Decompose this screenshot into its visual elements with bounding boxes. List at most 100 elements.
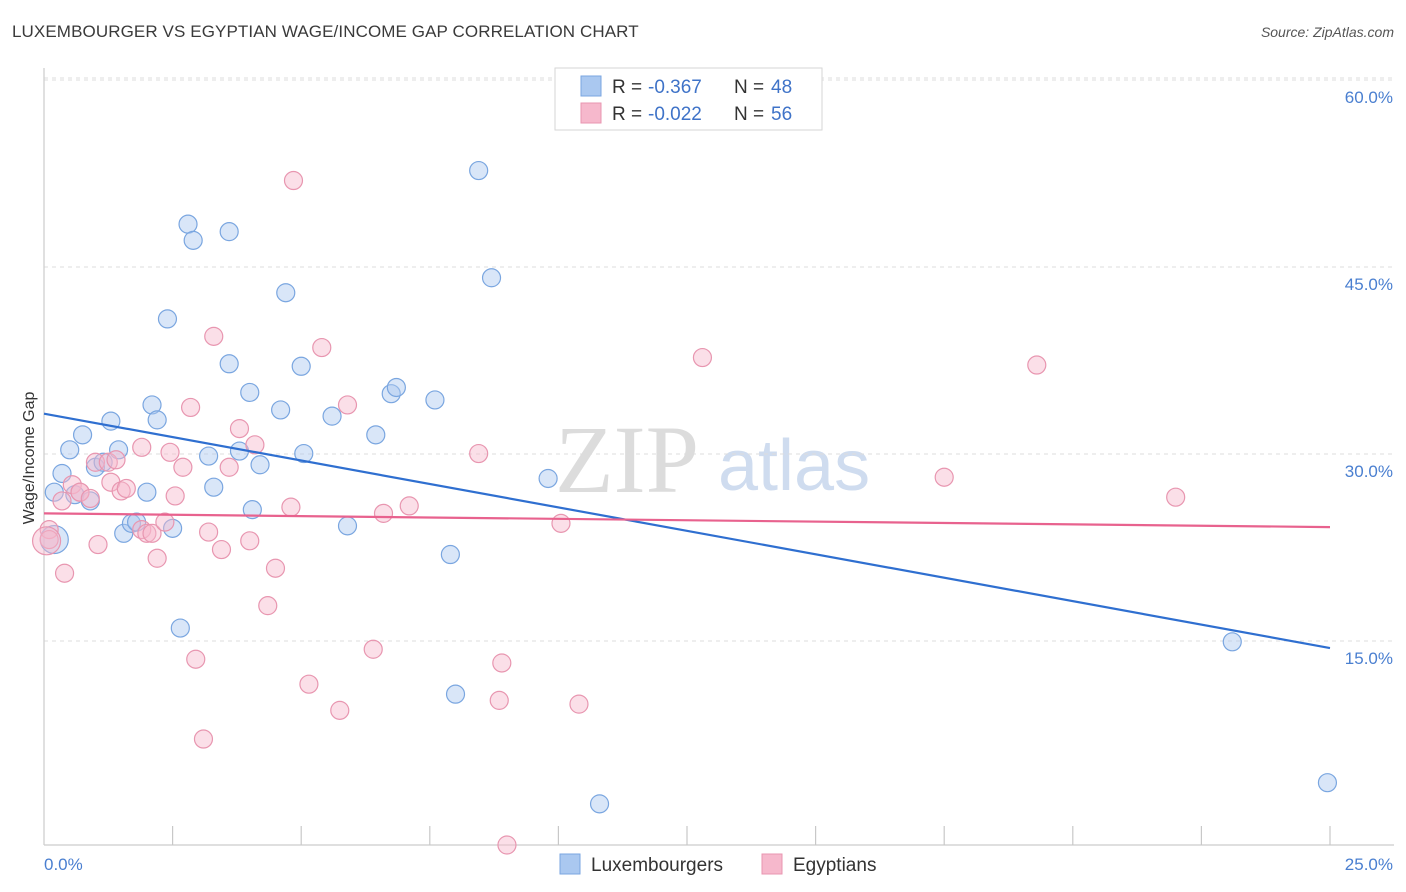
data-point-luxembourgers: [204, 477, 224, 497]
watermark-atlas: atlas: [718, 426, 870, 506]
data-point-egyptians: [312, 337, 332, 358]
data-point-luxembourgers: [440, 544, 460, 565]
data-point-egyptians: [160, 442, 180, 462]
data-point-egyptians: [363, 639, 383, 659]
data-point-luxembourgers: [199, 446, 219, 466]
data-point-luxembourgers: [1222, 632, 1242, 652]
data-point-egyptians: [199, 522, 219, 542]
trend-lines: [43, 412, 1331, 650]
data-point-egyptians: [373, 503, 394, 523]
data-point-egyptians: [934, 467, 954, 487]
data-point-luxembourgers: [137, 482, 157, 502]
data-point-luxembourgers: [157, 309, 178, 329]
y-axis-label: Wage/Income Gap: [21, 392, 38, 525]
data-point-egyptians: [39, 529, 59, 550]
data-point-luxembourgers: [183, 230, 203, 250]
x-tick-label: 25.0%: [1345, 855, 1393, 874]
y-tick-label: 15.0%: [1345, 649, 1393, 668]
legend-n-value-2: 56: [771, 104, 792, 125]
data-point-egyptians: [147, 548, 167, 568]
data-point-egyptians: [211, 539, 232, 560]
data-point-egyptians: [111, 481, 131, 501]
legend-n-label-1: N =: [734, 77, 764, 98]
data-point-luxembourgers: [538, 468, 558, 489]
data-point-egyptians: [497, 835, 517, 855]
data-point-egyptians: [258, 596, 278, 616]
trend-line-egyptians: [43, 512, 1331, 529]
data-point-egyptians: [569, 694, 589, 714]
data-point-luxembourgers: [72, 425, 93, 445]
data-point-egyptians: [132, 437, 152, 457]
data-point-egyptians: [229, 419, 250, 439]
data-point-luxembourgers: [271, 400, 291, 420]
data-point-luxembourgers: [386, 377, 406, 398]
y-tick-label: 45.0%: [1345, 275, 1393, 294]
watermark-zip: ZIP: [555, 406, 699, 513]
data-point-luxembourgers: [322, 406, 342, 426]
y-tick-label: 30.0%: [1345, 462, 1393, 481]
data-point-luxembourgers: [163, 518, 183, 538]
series-legend: Luxembourgers Egyptians: [559, 853, 876, 876]
data-point-egyptians: [330, 700, 350, 720]
data-point-luxembourgers: [1317, 773, 1338, 793]
bottom-legend-swatch-luxembourgers: [559, 853, 581, 875]
data-point-egyptians: [1027, 355, 1047, 375]
bottom-legend-label-egyptians: Egyptians: [793, 855, 876, 876]
axes: [43, 68, 1394, 846]
data-point-egyptians: [181, 397, 201, 418]
legend-r-value-2: -0.022: [648, 104, 702, 125]
legend-n-label-2: N =: [734, 104, 764, 125]
data-point-egyptians: [281, 497, 301, 517]
data-point-egyptians: [39, 519, 59, 540]
data-point-egyptians: [551, 513, 571, 533]
data-point-egyptians: [265, 558, 286, 578]
data-point-luxembourgers: [60, 440, 80, 460]
chart-source: Source: ZipAtlas.com: [1260, 24, 1394, 40]
data-point-egyptians: [692, 347, 713, 368]
data-point-egyptians: [80, 488, 100, 509]
data-point-egyptians: [299, 674, 319, 694]
data-point-luxembourgers: [170, 618, 190, 638]
data-points: [31, 160, 1338, 855]
data-point-egyptians: [132, 519, 152, 540]
data-point-egyptians: [52, 491, 72, 511]
stats-legend: R = -0.367 N = 48 R = -0.022 N = 56: [554, 67, 823, 131]
data-point-egyptians: [219, 457, 239, 477]
bottom-legend-label-luxembourgers: Luxembourgers: [591, 855, 723, 876]
y-tick-labels: 15.0% 30.0% 45.0% 60.0%: [1345, 88, 1393, 668]
data-point-egyptians: [245, 435, 265, 455]
data-point-luxembourgers: [445, 684, 466, 704]
trend-line-luxembourgers: [43, 412, 1331, 650]
data-point-luxembourgers: [381, 384, 401, 404]
data-point-egyptians: [98, 452, 118, 472]
y-tick-label: 60.0%: [1345, 88, 1393, 107]
data-point-egyptians: [155, 512, 175, 532]
data-point-egyptians: [489, 690, 509, 710]
data-point-luxembourgers: [178, 214, 198, 234]
x-tick-label: 0.0%: [44, 855, 83, 874]
data-point-luxembourgers: [291, 356, 311, 376]
data-point-egyptians: [88, 534, 108, 555]
legend-r-label-1: R =: [612, 77, 642, 98]
data-point-egyptians: [165, 486, 185, 506]
data-point-egyptians: [492, 653, 512, 673]
data-point-luxembourgers: [589, 794, 610, 814]
data-point-egyptians: [137, 523, 157, 543]
data-point-egyptians: [116, 478, 136, 499]
data-point-egyptians: [283, 170, 304, 191]
legend-r-label-2: R =: [612, 104, 642, 125]
data-point-egyptians: [1166, 487, 1186, 507]
data-point-egyptians: [186, 649, 206, 669]
x-tick-labels: 0.0% 25.0%: [44, 855, 1393, 874]
legend-n-value-1: 48: [771, 77, 792, 98]
legend-swatch-luxembourgers: [580, 75, 602, 97]
data-point-egyptians: [62, 475, 82, 495]
data-point-luxembourgers: [469, 160, 489, 181]
data-point-egyptians: [240, 531, 260, 551]
data-point-egyptians: [193, 729, 214, 749]
data-point-egyptians: [54, 563, 75, 583]
data-point-luxembourgers: [240, 382, 260, 403]
data-point-egyptians: [399, 496, 419, 516]
data-point-luxembourgers: [242, 500, 262, 520]
data-point-egyptians: [70, 482, 90, 502]
